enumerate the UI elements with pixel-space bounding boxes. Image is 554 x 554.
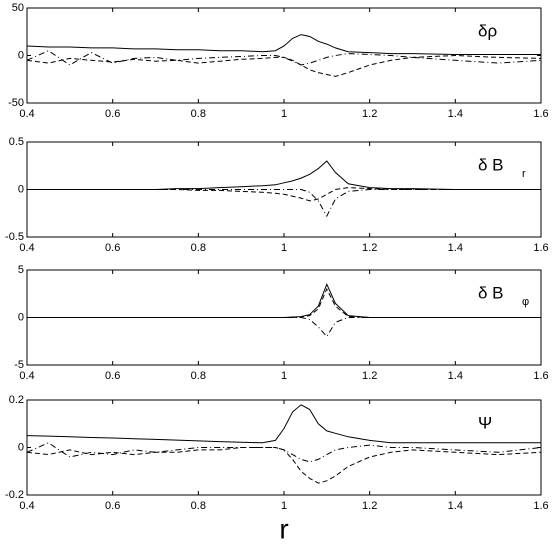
x-tick-label: 1.6: [533, 370, 548, 382]
series-line: [27, 317, 541, 338]
y-tick-label: -0.5: [5, 231, 24, 243]
x-tick-label: 1: [281, 370, 287, 382]
x-tick-label: 0.6: [105, 242, 120, 254]
x-tick-label: 0.8: [191, 108, 206, 120]
y-tick-label: 5: [18, 264, 24, 276]
x-tick-label: 1.4: [448, 108, 463, 120]
x-tick-label: 0.4: [19, 242, 34, 254]
x-tick-label: 1.2: [362, 370, 377, 382]
x-tick-label: 1.2: [362, 242, 377, 254]
y-tick-label: 0.5: [9, 136, 24, 148]
y-tick-label: 0: [18, 311, 24, 323]
y-tick-label: 0: [18, 49, 24, 61]
x-tick-label: 0.6: [105, 108, 120, 120]
series-line: [27, 287, 541, 318]
series-line: [27, 160, 541, 190]
x-tick-label: 1.6: [533, 108, 548, 120]
panel-label: δ B: [478, 155, 504, 174]
x-tick-label: 0.6: [105, 500, 120, 512]
x-tick-label: 0.4: [19, 500, 34, 512]
x-tick-label: 1.4: [448, 370, 463, 382]
series-line: [26, 442, 542, 463]
x-tick-label: 0.4: [19, 370, 34, 382]
x-tick-label: 0.8: [191, 242, 206, 254]
y-tick-label: 0: [18, 183, 24, 195]
x-tick-label: 1.6: [533, 242, 548, 254]
panel-label: Ψ: [478, 413, 492, 432]
panel-label-sub: r: [522, 168, 526, 180]
x-tick-label: 0.4: [19, 108, 34, 120]
y-tick-label: -0.2: [5, 489, 24, 501]
series-line: [26, 50, 542, 66]
series-line: [27, 283, 541, 318]
y-tick-label: 0: [18, 441, 24, 453]
x-tick-label: 1: [281, 242, 287, 254]
x-tick-label: 1: [281, 500, 287, 512]
y-tick-label: -5: [14, 359, 24, 371]
series-line: [26, 54, 542, 77]
x-tick-label: 1.6: [533, 500, 548, 512]
x-tick-label: 1.4: [448, 242, 463, 254]
x-tick-label: 1.2: [362, 500, 377, 512]
y-tick-label: -50: [8, 97, 24, 109]
panel-label: δ B: [478, 283, 504, 302]
series-line: [27, 189, 541, 218]
x-axis-label: r: [279, 513, 288, 544]
x-tick-label: 1.4: [448, 500, 463, 512]
x-tick-label: 0.8: [191, 370, 206, 382]
panel-label-sub: φ: [522, 296, 529, 308]
y-tick-label: 50: [12, 2, 24, 14]
x-tick-label: 1.2: [362, 108, 377, 120]
series-line: [26, 404, 541, 444]
series-line: [26, 447, 542, 484]
plot-frame: [26, 399, 542, 496]
panel-label: δρ: [478, 21, 497, 40]
y-tick-label: 0.2: [9, 394, 24, 406]
x-tick-label: 0.8: [191, 500, 206, 512]
series-line: [26, 34, 541, 55]
x-tick-label: 0.6: [105, 370, 120, 382]
x-tick-label: 1: [281, 108, 287, 120]
